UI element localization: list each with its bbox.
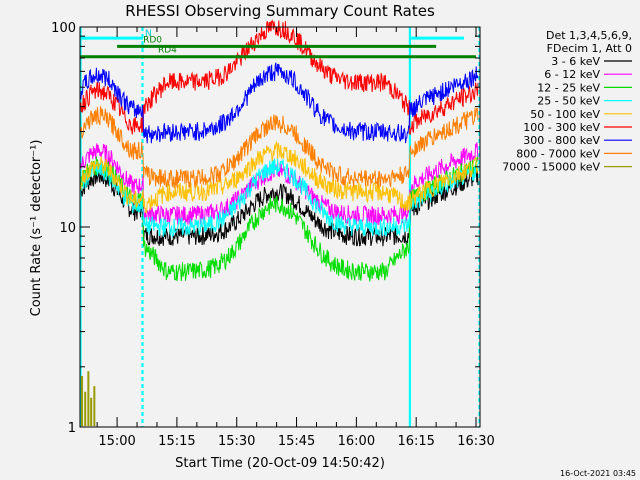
series-line-6 (80, 62, 479, 144)
legend-header: FDecim 1, Att 0 (547, 42, 632, 55)
legend-entry-label: 300 - 800 keV (523, 134, 600, 147)
y-tick-label: 1 (68, 421, 76, 436)
legend-entry-label: 800 - 7000 keV (516, 147, 600, 160)
legend-entry-label: 50 - 100 keV (530, 108, 600, 121)
legend-header: Det 1,3,4,5,6,9, (546, 29, 632, 42)
saa-label: N (145, 29, 152, 39)
flag-label-rd0: RD0 (143, 35, 162, 45)
legend-entry-label: 100 - 300 keV (523, 121, 600, 134)
legend-entry-label: 12 - 25 keV (537, 81, 600, 94)
y-axis-label: Count Rate (s⁻¹ detector⁻¹) (29, 140, 44, 317)
chart-title: RHESSI Observing Summary Count Rates (125, 2, 435, 20)
x-tick-label: 15:30 (218, 434, 255, 449)
series-line-7 (80, 105, 479, 189)
flag-label-rd4: RD4 (158, 46, 177, 56)
footer-date: 16-Oct-2021 03:45 (560, 469, 636, 478)
x-tick-label: 16:00 (338, 434, 375, 449)
axes: 15:00 15:15 15:30 15:45 16:00 16:15 16:30 1 10 10… (51, 21, 495, 449)
legend-entry-label: 6 - 12 keV (544, 68, 600, 81)
x-axis-label: Start Time (20-Oct-09 14:50:42) (175, 456, 385, 471)
y-tick-label: 10 (59, 221, 76, 236)
series-line-5 (80, 19, 479, 135)
series-line-1 (80, 142, 479, 226)
x-tick-label: 15:15 (158, 434, 195, 449)
legend: Det 1,3,4,5,6,9,FDecim 1, Att 03 - 6 keV… (502, 29, 632, 174)
x-tick-label: 16:30 (457, 434, 494, 449)
x-tick-label: 16:15 (397, 434, 434, 449)
series-line-4 (80, 140, 479, 214)
legend-entry-label: 7000 - 15000 keV (502, 161, 600, 174)
x-tick-label: 15:45 (278, 434, 315, 449)
legend-entry-label: 25 - 50 keV (537, 95, 600, 108)
plot-frame (79, 26, 481, 428)
x-tick-label: 15:00 (98, 434, 135, 449)
legend-entry-label: 3 - 6 keV (551, 55, 600, 68)
y-tick-label: 100 (51, 21, 76, 36)
